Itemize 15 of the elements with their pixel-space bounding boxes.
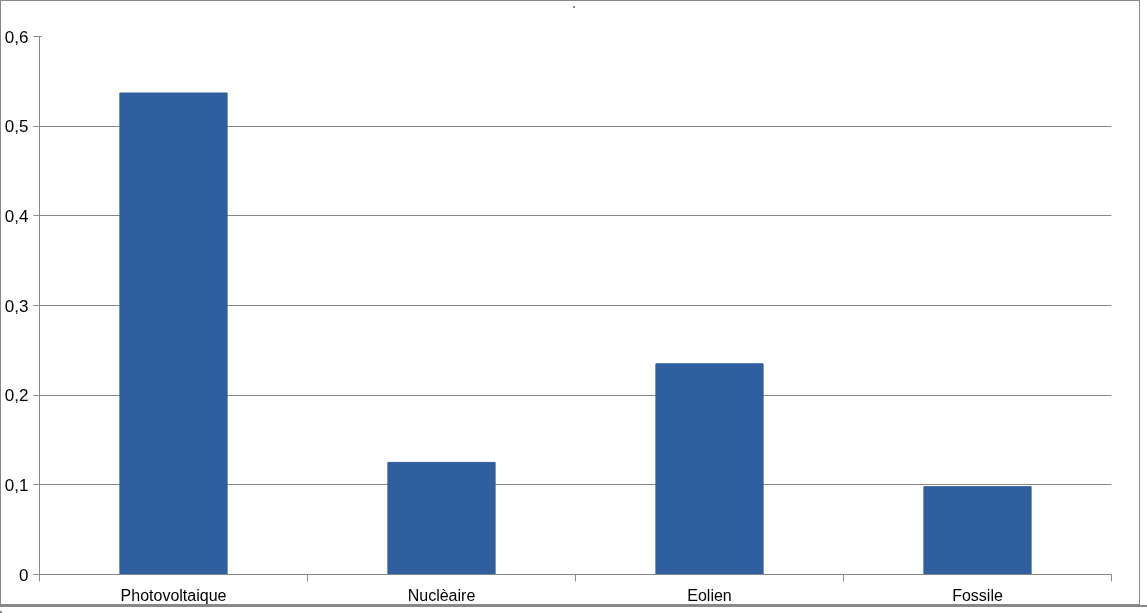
y-tick-label: 0 (19, 565, 29, 585)
y-tick-label: 0,2 (4, 386, 29, 406)
bar (119, 92, 228, 575)
x-tick-label: Eolien (687, 586, 732, 604)
bar (923, 486, 1032, 575)
bar (655, 363, 764, 575)
x-tick-label: Photovoltaique (120, 586, 227, 604)
y-tick-label: 0,5 (4, 117, 29, 137)
y-tick-label: 0,6 (4, 27, 29, 47)
y-tick-label: 0,3 (4, 296, 29, 316)
y-tick-label: 0,1 (4, 475, 29, 495)
x-tick-label: Nuclèaire (407, 586, 476, 604)
bar (387, 461, 496, 575)
y-tick-label: 0,4 (4, 206, 29, 226)
x-tick-label: Fossile (952, 586, 1003, 604)
